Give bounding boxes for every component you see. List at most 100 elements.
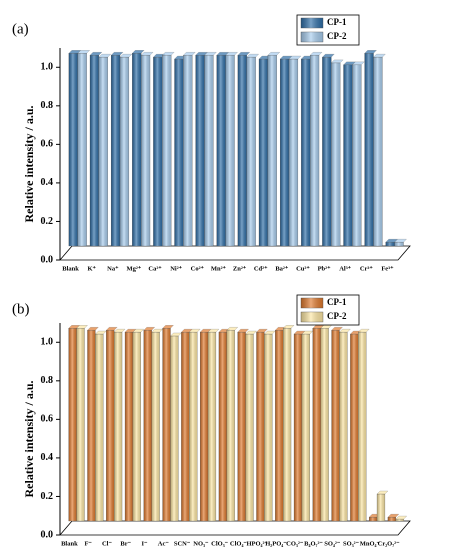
bar-top [204,52,217,56]
bar-shade [264,334,273,521]
bar-shade [280,59,290,246]
x-tick-label: HPO₄²⁻ [246,540,268,547]
bar-top [373,53,386,58]
bar-shade [364,53,374,246]
x-tick-label: Mn²⁺ [211,265,227,272]
bar-top [322,53,335,58]
bar-top [309,52,323,56]
floor [59,245,411,261]
x-tick-label: Al³⁺ [339,265,351,272]
bar-shade [162,328,171,521]
bar-top [140,52,154,56]
legend-label: CP-2 [327,311,347,321]
x-tick-label: B₄O₇²⁻ [304,540,323,547]
legend-swatch-shade [301,298,323,308]
bar-top [105,327,118,331]
bar-shade [301,59,311,246]
x-tick-label: I⁻ [142,540,149,547]
bar-shade [125,332,133,521]
bar-group [320,325,332,522]
bar-group [204,52,217,247]
x-tick-label: Pb²⁺ [318,265,332,272]
x-tick-label: Br⁻ [120,540,131,547]
bar-group [76,325,88,522]
bar-group [151,328,163,522]
bar-group [170,332,182,522]
bar-shade [237,55,247,247]
bar-top [151,328,163,333]
bar-shade [350,334,359,521]
bar-top [357,328,370,333]
bar-shade [310,55,320,247]
bar-group [301,330,314,522]
legend-label: CP-2 [327,31,347,41]
bar-top [98,53,112,58]
bar-shade [204,55,214,247]
x-tick-label: SO₃²⁻ [343,540,360,547]
bar-top [331,327,343,331]
bar-top [395,515,408,520]
y-tick-label: 0.8 [41,375,54,386]
x-tick-label: Ac⁻ [158,540,170,547]
bar-shade [312,328,321,521]
bar-shade [358,332,367,521]
bar-group [395,515,408,522]
bar-group [140,52,154,247]
bar-shade [246,57,256,246]
bar-shade [289,59,298,246]
x-tick-label: K⁺ [87,265,96,272]
x-tick-label: Mg²⁺ [127,265,142,272]
bar-shade [275,330,284,521]
bar-group [183,52,196,247]
bar-top [246,53,259,58]
bar-shade [111,55,121,247]
bar-shade [95,334,104,521]
bar-shade [331,330,340,521]
bar-top [207,328,220,333]
bar-shade [132,332,141,521]
x-tick-label: H₂PO₄⁻ [265,540,287,547]
bar-top [256,328,268,333]
bar-shade [377,494,385,521]
bar-shade [331,62,341,247]
x-tick-label: Cd²⁺ [254,265,268,272]
bar-top [131,50,145,54]
bar-shade [352,64,362,246]
bar-group [207,328,220,522]
y-tick-label: 0.8 [41,100,54,111]
x-tick-label: Ca²⁺ [148,265,162,272]
bar-shade [385,242,395,246]
x-tick-label: Cu²⁺ [296,265,310,272]
bar-shade [267,55,277,247]
bar-top [226,327,239,331]
bar-group [77,50,90,247]
bar-shade [369,517,378,521]
bar-group [387,513,400,522]
bar-top [282,325,295,329]
bar-shade [301,334,310,521]
bar-top [364,50,377,54]
bar-group [264,330,276,522]
bar-shade [256,332,265,521]
bar-top [225,52,238,56]
x-tick-label: ClO₄⁻ [230,540,248,547]
bar-top [161,52,175,56]
bar-shade [283,328,292,521]
bar-shade [189,332,198,521]
bar-group [225,52,238,247]
bar-group [119,53,133,247]
bar-top [387,513,400,518]
bar-top [330,59,344,64]
floor [59,520,411,536]
bar-top [394,238,407,243]
x-tick-label: Zn²⁺ [233,265,247,272]
x-tick-label: F⁻ [84,540,92,547]
bar-shade [245,334,254,521]
bar-shade [151,332,160,521]
x-tick-label: SCN⁻ [174,540,191,547]
bar-shade [153,57,163,246]
x-tick-label: Na⁺ [107,265,119,272]
bar-shade [218,332,227,521]
panel-label: (b) [12,301,30,317]
x-tick-label: Fe³⁺ [381,265,394,272]
